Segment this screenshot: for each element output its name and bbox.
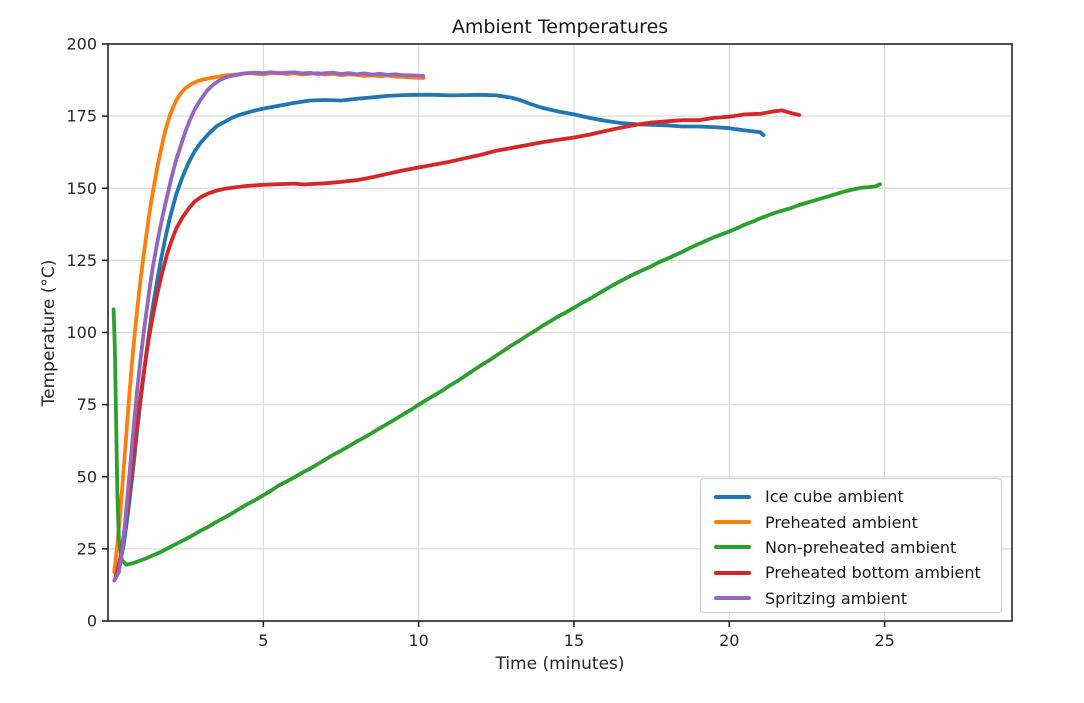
y-axis-label: Temperature (°C) — [39, 259, 59, 407]
legend-line-preheated-bottom — [714, 570, 751, 575]
legend-label: Preheated ambient — [765, 512, 918, 532]
legend-label: Non-preheated ambient — [765, 537, 957, 557]
x-tick-label: 15 — [564, 631, 584, 650]
x-tick-label: 5 — [258, 631, 268, 650]
x-tick-label: 20 — [719, 631, 739, 650]
legend-label: Ice cube ambient — [765, 487, 904, 507]
legend-item-spritzing: Spritzing ambient — [714, 586, 1001, 611]
y-tick-label: 125 — [66, 251, 97, 270]
legend-line-preheated — [714, 520, 751, 525]
legend-label: Spritzing ambient — [765, 588, 908, 608]
legend-line-spritzing — [714, 596, 751, 601]
legend-label: Preheated bottom ambient — [765, 563, 981, 583]
legend-line-ice-cube — [714, 494, 751, 499]
y-tick-label: 75 — [77, 395, 97, 414]
series-line-spritzing-ambient — [112, 70, 426, 583]
series-line-non-preheated-ambient — [111, 182, 882, 567]
legend: Ice cube ambient Preheated ambient Non-p… — [700, 478, 1002, 613]
y-tick-label: 100 — [66, 323, 97, 342]
x-tick-label: 25 — [874, 631, 894, 650]
y-tick-label: 50 — [77, 467, 97, 486]
x-tick-label: 10 — [408, 631, 428, 650]
series-line-preheated-ambient — [112, 71, 426, 574]
legend-item-non-preheated: Non-preheated ambient — [714, 535, 1001, 560]
legend-item-preheated: Preheated ambient — [714, 509, 1001, 534]
legend-line-non-preheated — [714, 545, 751, 550]
y-tick-label: 150 — [66, 179, 97, 198]
x-axis-label: Time (minutes) — [495, 654, 625, 674]
y-tick-label: 175 — [66, 107, 97, 126]
y-tick-label: 200 — [66, 35, 97, 54]
y-tick-label: 0 — [87, 612, 97, 631]
chart-title: Ambient Temperatures — [451, 16, 669, 38]
legend-item-ice-cube: Ice cube ambient — [714, 484, 1001, 509]
legend-item-preheated-bottom: Preheated bottom ambient — [714, 560, 1001, 585]
y-tick-label: 25 — [77, 539, 97, 558]
series-line-preheated-bottom-ambient — [113, 108, 802, 580]
series-line-ice-cube-ambient — [113, 92, 766, 577]
